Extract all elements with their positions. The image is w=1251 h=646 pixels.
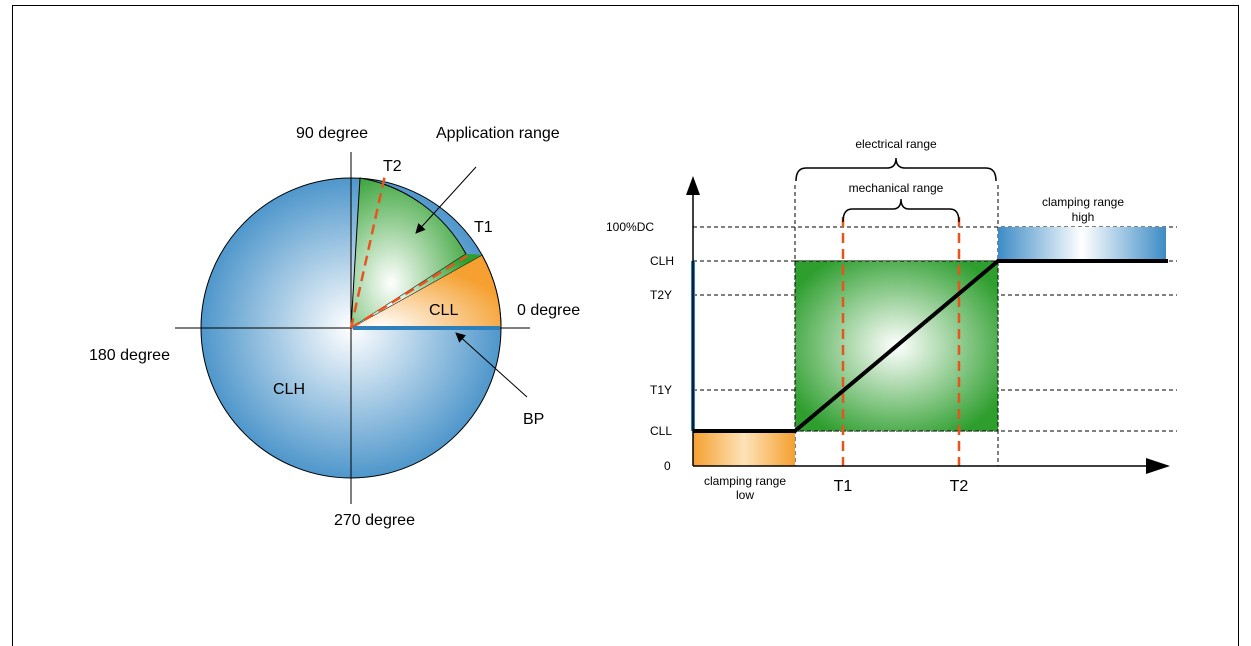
application-range-arrow <box>415 166 477 234</box>
mechanical-range-brace <box>842 198 960 223</box>
x-axis-arrowhead <box>1146 458 1170 474</box>
label-270-degree: 270 degree <box>334 512 415 529</box>
t1-dashed-line <box>350 254 468 330</box>
clamping-high-box <box>998 227 1166 261</box>
label-t2-circle: T2 <box>383 158 402 175</box>
clamping-low-box <box>693 431 795 466</box>
page-border <box>12 5 1239 646</box>
tick-100dc: 100%DC <box>606 220 654 234</box>
label-clh-circle: CLH <box>273 381 305 398</box>
bp-arrow <box>455 332 528 398</box>
application-range-sector <box>350 177 467 329</box>
label-90-degree: 90 degree <box>296 125 368 142</box>
tick-t2-x: T2 <box>950 478 969 495</box>
label-clamping-low-line1: clamping range <box>704 474 786 488</box>
y-axis-arrowhead <box>686 176 700 195</box>
t2-dashed-line <box>349 174 387 329</box>
tick-cll: CLL <box>650 424 672 438</box>
label-180-degree: 180 degree <box>89 347 170 364</box>
angle-circle-diagram: 90 degree Application range T2 T1 CLL 0 … <box>89 125 580 529</box>
label-clamping-low-line2: low <box>736 488 754 502</box>
label-bp: BP <box>523 411 544 428</box>
label-application-range: Application range <box>436 125 560 142</box>
tick-t1y: T1Y <box>650 383 672 397</box>
label-t1-circle: T1 <box>474 219 493 236</box>
tick-clh: CLH <box>650 254 674 268</box>
transfer-characteristic-diagram: electrical range mechanical range clampi… <box>606 137 1177 502</box>
label-electrical-range: electrical range <box>855 137 937 151</box>
label-cll-circle: CLL <box>429 302 458 319</box>
tick-t2y: T2Y <box>650 288 672 302</box>
label-clamping-high-line2: high <box>1072 210 1095 224</box>
sector-gap <box>351 254 482 328</box>
label-mechanical-range: mechanical range <box>849 181 944 195</box>
electrical-range-brace <box>795 157 997 182</box>
label-0-degree: 0 degree <box>517 302 580 319</box>
tick-t1-x: T1 <box>834 478 853 495</box>
label-clamping-high-line1: clamping range <box>1042 195 1124 209</box>
characteristic-curve <box>693 259 1168 433</box>
tick-zero: 0 <box>664 459 671 473</box>
